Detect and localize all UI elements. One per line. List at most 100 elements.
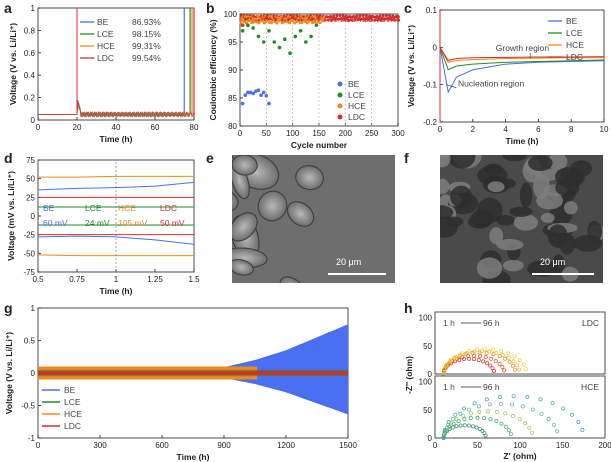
sem-grain — [496, 239, 524, 251]
scale-label-f: 20 μm — [540, 257, 566, 267]
eis-point-LDC — [506, 351, 511, 356]
point-HCE — [300, 20, 304, 24]
point-BE — [261, 90, 266, 95]
eis-point-HCE — [462, 406, 466, 411]
point-HCE — [277, 17, 282, 21]
ytick-label-c: -0.1 — [423, 81, 437, 90]
eis-point-HCE — [461, 413, 466, 418]
scale-bar-f — [532, 273, 594, 275]
ytick-label-d: -50 — [23, 249, 35, 258]
ytick-label-b: 100 — [224, 10, 238, 19]
ytick-label-g: 1 — [31, 304, 36, 313]
point-LDC — [326, 18, 330, 22]
ylabel-c: Voltage (V vs. Li/Li⁺) — [406, 25, 416, 107]
xtick-label-c: 2 — [471, 125, 476, 134]
xtick-label-c: 8 — [569, 125, 574, 134]
eis-point-HCE — [475, 415, 480, 420]
axes-frame-h-LDC — [434, 311, 606, 375]
point-LDC — [317, 15, 321, 20]
point-LDC — [355, 14, 359, 18]
point-HCE — [275, 21, 279, 25]
point-LDC — [346, 18, 350, 22]
point-LDC — [329, 14, 333, 18]
xtick-label-h: 200 — [598, 441, 611, 450]
legend-label-LDC: LDC — [566, 52, 583, 62]
point-HCE — [313, 20, 317, 24]
sem-grain — [513, 214, 539, 231]
point-LDC — [384, 14, 388, 18]
point-LDC — [376, 18, 380, 22]
ytick-label-d: 0 — [31, 212, 36, 221]
point-LDC — [338, 14, 342, 18]
eis-point-LDC — [457, 357, 462, 362]
point-HCE — [260, 19, 264, 23]
ytick-label-h: 0 — [428, 434, 433, 443]
ytick-label-h: 100 — [419, 314, 433, 323]
ytick-label-d: -75 — [23, 268, 35, 277]
panel-label-h: h — [404, 300, 413, 316]
xtick-label-g: 900 — [217, 441, 231, 450]
eis-point-LDC — [517, 367, 522, 372]
eis-point-LDC — [493, 359, 498, 364]
eis-point-LDC — [481, 359, 486, 364]
eis-point-HCE — [458, 411, 463, 416]
eis-point-HCE — [580, 427, 585, 432]
xtick-label-c: 0 — [438, 125, 443, 134]
xtick-label-h: 100 — [513, 441, 527, 450]
point-BE — [240, 101, 245, 106]
eis-point-LDC — [472, 357, 476, 362]
sem-grain — [502, 259, 524, 272]
point-LCE — [256, 34, 261, 39]
legend-label-LCE: LCE — [566, 28, 583, 38]
point-LDC — [343, 18, 347, 22]
eis-point-HCE — [523, 421, 528, 426]
xtick-label-h: 0 — [433, 441, 438, 450]
ytick-label-h: 100 — [419, 378, 433, 387]
series-upper-HCE — [38, 175, 194, 178]
eis-point-HCE — [454, 424, 459, 429]
eis-point-HCE — [442, 427, 447, 432]
point-LDC — [264, 16, 269, 20]
point-HCE — [288, 21, 292, 25]
point-LDC — [335, 14, 339, 18]
axes-frame-c — [439, 9, 605, 123]
sem-grain — [232, 259, 254, 276]
legend-value-BE: 86.93% — [132, 17, 161, 27]
series-name-BE: BE — [43, 203, 55, 213]
eis-point-HCE — [561, 406, 566, 411]
point-HCE — [304, 16, 308, 21]
point-LDC — [367, 18, 371, 22]
legend-marker-BE — [337, 81, 343, 87]
ylabel-b: Coulombic efficiency (%) — [208, 19, 218, 120]
xtick-label-a: 20 — [73, 123, 82, 132]
point-LCE — [240, 29, 245, 33]
eis-point-HCE — [482, 416, 487, 421]
chart-c: 0 2 4 6 8 10 -0.2 -0.1 0 0.1 Time (h) Voltage (V vs… — [406, 6, 609, 146]
xtick-label-c: 6 — [536, 125, 541, 134]
eis-point-HCE — [483, 433, 488, 438]
eis-point-HCE — [530, 407, 535, 412]
xlabel-c: Time (h) — [506, 136, 539, 146]
point-LCE — [304, 40, 308, 44]
sem-grain — [448, 155, 476, 169]
sem-grain — [450, 185, 473, 208]
point-LDC — [378, 14, 382, 18]
sem-grain — [286, 201, 315, 227]
point-LDC — [350, 18, 354, 22]
xlabel-d: Time (h) — [100, 286, 133, 296]
eis-point-LDC — [524, 367, 528, 372]
point-LDC — [388, 14, 392, 18]
legend-label-LCE: LCE — [64, 397, 81, 407]
eis-point-HCE — [442, 429, 447, 434]
panel-label-f: f — [404, 150, 409, 166]
xtick-label-g: 600 — [155, 441, 169, 450]
eis-point-LDC — [492, 369, 496, 373]
panel-label-e: e — [206, 150, 214, 166]
ylabel-h: -Z'' (ohm) — [404, 356, 414, 394]
legend-label-LDC: LDC — [64, 421, 81, 431]
point-BE — [264, 93, 269, 98]
point-LCE — [309, 34, 313, 39]
point-LCE — [277, 45, 282, 50]
axes-frame-a — [37, 7, 195, 121]
eis-point-HCE — [538, 397, 543, 402]
